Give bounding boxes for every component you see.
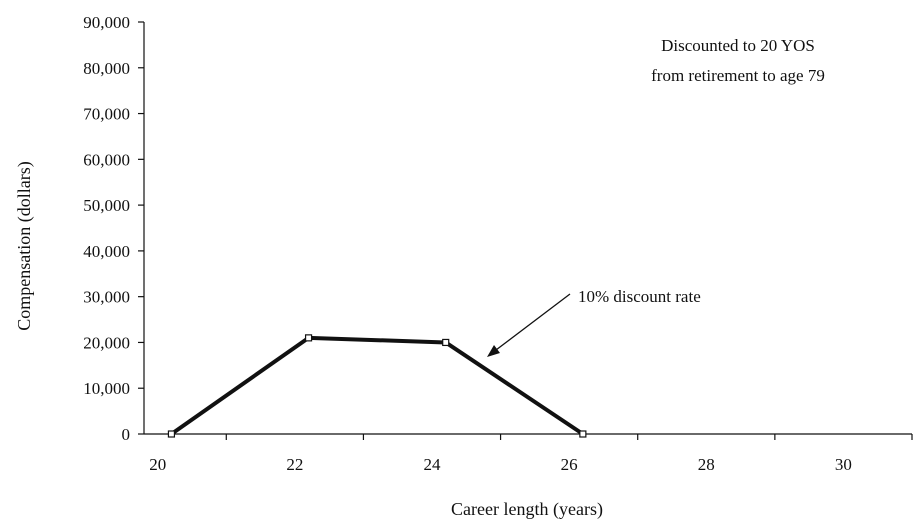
y-tick-label: 20,000 [83,333,130,352]
x-tick-label: 28 [698,455,715,474]
x-axis-ticks: 20 22 24 26 28 30 [149,434,913,474]
y-tick-label: 90,000 [83,13,130,32]
x-tick-label: 30 [835,455,852,474]
y-axis-title: Compensation (dollars) [14,161,35,330]
x-axis-title: Career length (years) [451,499,603,520]
y-tick-label: 40,000 [83,242,130,261]
x-tick-label: 22 [286,455,303,474]
discount-rate-label: 10% discount rate [578,287,701,306]
x-tick-label: 24 [424,455,442,474]
y-tick-label: 60,000 [83,150,130,169]
x-tick-label: 20 [149,455,166,474]
y-tick-label: 70,000 [83,105,130,124]
y-tick-label: 30,000 [83,288,130,307]
data-point [442,338,450,347]
series-group [167,334,587,438]
y-tick-label: 80,000 [83,59,130,78]
y-tick-label: 50,000 [83,196,130,215]
x-tick-label: 26 [561,455,578,474]
annotation-arrow-line [491,293,571,354]
annotation-arrowhead [487,345,500,357]
data-point [304,334,313,342]
annotation-line-1: Discounted to 20 YOS [661,36,815,55]
y-tick-label: 10,000 [83,379,130,398]
y-axis-ticks: 0 10,000 20,000 30,000 40,000 50,000 60,000 70,… [83,13,144,444]
annotation-line-2: from retirement to age 79 [651,66,825,85]
data-point [167,430,176,438]
series-line [170,335,584,436]
y-tick-label: 0 [122,425,131,444]
data-point [579,430,587,438]
